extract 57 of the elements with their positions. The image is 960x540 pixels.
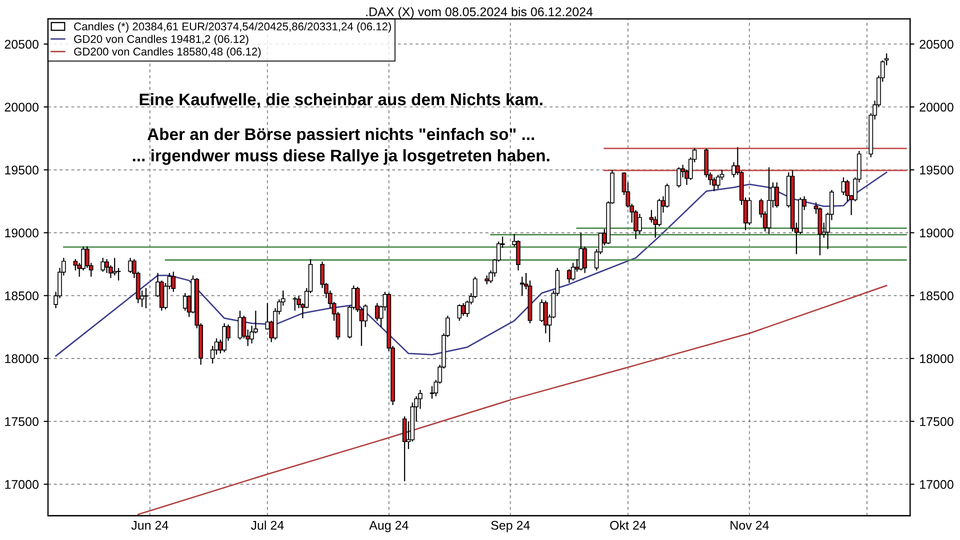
candlestick [716,174,720,190]
candlestick [676,166,682,188]
candlestick [664,183,670,208]
y2-tick-label: 18500 [920,291,954,300]
y2-tick-label: 19000 [920,228,954,238]
y-tick-label: 20500 [4,40,38,49]
y-tick-label: 17500 [5,417,38,426]
y-tick-label: 19000 [5,228,38,238]
legend-label: Candles (*) 20384,61 EUR/20374,54/20425,86/20331,24 (06.12) [74,22,392,33]
candlestick [582,246,588,274]
y2-tick-label: 20500 [920,40,954,49]
x-tick-label: Jun 24 [131,520,168,530]
candlestick [104,258,109,274]
legend-label: GD20 von Candles 19481,2 (06.12) [74,34,248,46]
x-tick-label: Aug 24 [369,520,408,532]
y2-tick-label: 20000 [920,102,954,112]
candlestick [712,176,716,192]
y-tick-label: 17000 [5,480,38,489]
annotation: Eine Kaufwelle, die scheinbar aus dem Nichts kam. [140,93,542,108]
y2-tick-label: 18000 [920,354,954,364]
x-tick-label: Nov 24 [730,520,769,530]
line-series [55,172,888,357]
candlestick [747,196,752,226]
candlestick [116,267,121,282]
candlestick [222,322,227,353]
candlestick [520,276,524,296]
x-tick-label: Jul 24 [250,520,284,530]
candlestick [578,232,584,271]
candlestick [112,257,117,276]
legend-label: GD200 von Candles 18580,48 (06.12) [74,47,261,58]
y2-tick-label: 17500 [920,417,954,426]
y-tick-label: 19500 [5,166,38,174]
x-tick-label: Sep 24 [491,520,530,532]
candlestick [128,257,132,274]
y-tick-label: 20000 [4,102,38,112]
candlestick [171,271,176,292]
candlestick [845,179,850,202]
candlestick [540,298,544,323]
chart-title: .DAX (X) vom 08.05.2024 bis 06.12.2024 [366,7,593,19]
candlestick [402,416,407,482]
candlestick [774,182,780,208]
y-tick-label: 18000 [5,354,38,364]
x-tick-label: Okt 24 [610,520,646,530]
candlestick [461,302,466,316]
candlestick [570,262,576,282]
y2-tick-label: 19500 [920,166,954,174]
annotation: ... irgendwer muss diese Rallye ja losgetreten haben. [132,149,550,165]
y2-tick-label: 17000 [920,480,954,489]
candlestick [566,268,572,284]
annotation: Aber an der Börse passiert nichts "einfach so" ... [147,128,534,144]
candlestick [182,292,188,312]
candlestick [292,296,298,312]
y-tick-label: 18500 [5,291,38,300]
line-series [137,284,888,516]
candlestick [144,287,148,309]
candlestick [100,257,106,272]
candlestick [638,213,642,235]
